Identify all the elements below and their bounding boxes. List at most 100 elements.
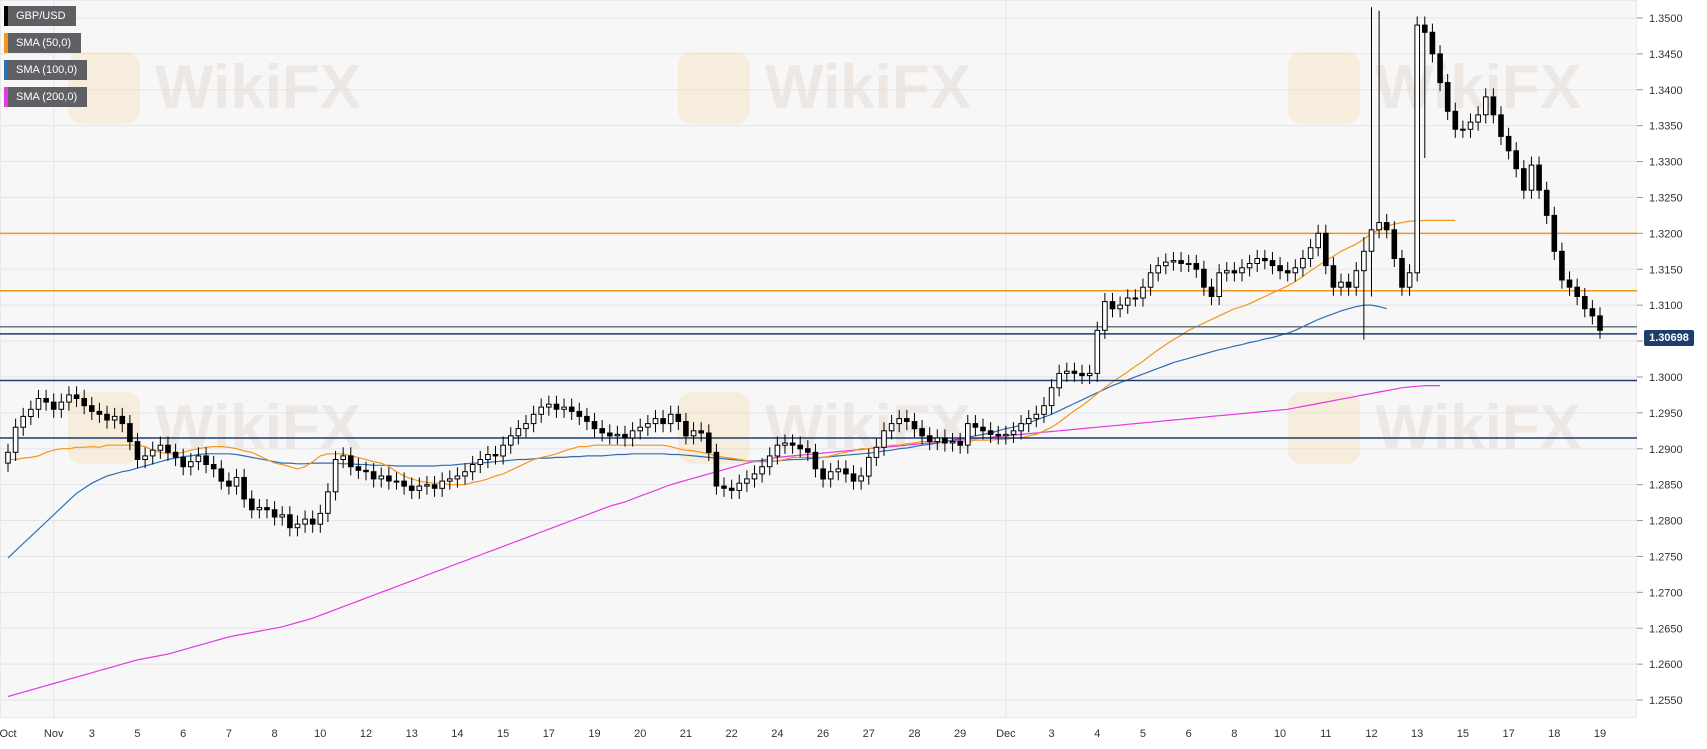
sma-100-line [7,304,1387,559]
legend-label: GBP/USD [16,10,66,22]
x-tick-label: 22 [726,728,738,740]
candle-down [81,398,88,407]
candle-down [568,406,575,412]
candle-down [1399,258,1405,288]
candle-down [1536,164,1542,191]
candle-up [1117,304,1123,310]
candle-up [1483,96,1489,116]
candle-down [728,487,735,491]
x-tick-label: 15 [497,728,509,740]
candle-up [1185,263,1192,265]
x-tick-label: 6 [180,728,186,740]
candle-up [1292,267,1299,274]
candle-down [218,468,225,482]
candle-up [965,423,971,446]
legend: GBP/USD SMA (50,0) SMA (100,0) SMA (200,… [4,6,88,114]
candle-up [827,471,834,480]
x-tick-label: 6 [1186,728,1192,740]
x-tick-label: 10 [314,728,326,740]
candle-up [759,466,765,475]
candle-up [28,408,34,417]
candle-up [35,398,42,410]
candle-up [1216,272,1223,297]
candle-down [96,410,103,415]
candle-up [454,475,461,480]
candle-down [172,451,179,458]
y-tick-label: 1.3100 [1649,300,1683,312]
candle-up [294,523,301,529]
candle-down [591,421,598,430]
x-tick-label: 15 [1457,728,1469,740]
candle-down [89,405,95,412]
candle-up [934,437,941,443]
legend-item-sma100[interactable]: SMA (100,0) [4,60,88,80]
legend-item-gbpusd[interactable]: GBP/USD [4,6,76,26]
candle-up [1368,229,1375,252]
candle-up [1102,301,1108,331]
x-axis: Oct Nov 3 5 6 7 8 10 12 13 14 15 17 19 20 21 22 24 26 27 28 2… [0,728,1606,740]
candle-up [949,441,956,444]
x-tick-label: Dec [996,728,1016,740]
legend-label: SMA (200,0) [16,91,78,103]
x-tick-label: 8 [272,728,278,740]
candle-up [1025,418,1032,425]
candle-up [835,468,842,473]
candle-up [523,423,529,430]
candle-down [1079,372,1085,377]
candle-down [1201,268,1207,288]
candle-up [1140,286,1146,299]
candle-down [73,394,80,399]
sma-50-line [8,219,1456,486]
candle-down [599,428,606,434]
candle-up [424,484,430,487]
candle-up [530,413,537,425]
x-tick-label: 11 [1320,728,1331,740]
candle-down [1505,135,1512,152]
candle-down [911,421,918,430]
y-tick-label: 1.2950 [1649,408,1683,420]
y-tick-label: 1.3150 [1649,264,1683,276]
legend-item-sma200[interactable]: SMA (200,0) [4,87,88,107]
candle-up [1041,405,1047,415]
y-tick-label: 1.3500 [1649,13,1683,25]
candle-down [1498,114,1504,137]
candle-up [142,455,148,460]
candle-up [58,401,65,410]
candle-down [1589,308,1596,317]
x-tick-label: 3 [89,728,95,740]
candle-down [1429,31,1436,55]
x-tick-label: 24 [771,728,783,740]
candle-down [249,498,255,511]
candle-up [1064,370,1070,374]
candle-up [500,444,506,457]
candle-down [1521,168,1527,191]
candle-up [1018,423,1024,432]
candle-up [515,428,522,437]
candle-up [469,464,476,473]
candle-up [378,475,385,480]
candle-down [1277,265,1283,272]
candle-down [919,428,925,437]
legend-item-sma50[interactable]: SMA (50,0) [4,33,82,53]
x-tick-label: 12 [1365,728,1377,740]
candle-up [1003,433,1009,437]
candle-down [43,398,49,403]
x-tick-label: 10 [1274,728,1286,740]
candle-down [1574,286,1581,298]
candle-down [553,403,560,410]
candle-down [850,473,857,482]
y-tick-label: 1.3400 [1649,85,1683,97]
candle-up [561,406,567,410]
x-tick-label: 26 [817,728,829,740]
candle-up [1124,297,1131,306]
candle-up [5,451,11,464]
candle-up [896,418,903,425]
candle-up [866,456,872,477]
candle-down [1330,265,1337,288]
candle-up [888,423,895,432]
x-tick-label: 20 [634,728,646,740]
candle-down [165,444,171,453]
x-tick-label: 3 [1048,728,1054,740]
candle-down [264,507,270,511]
